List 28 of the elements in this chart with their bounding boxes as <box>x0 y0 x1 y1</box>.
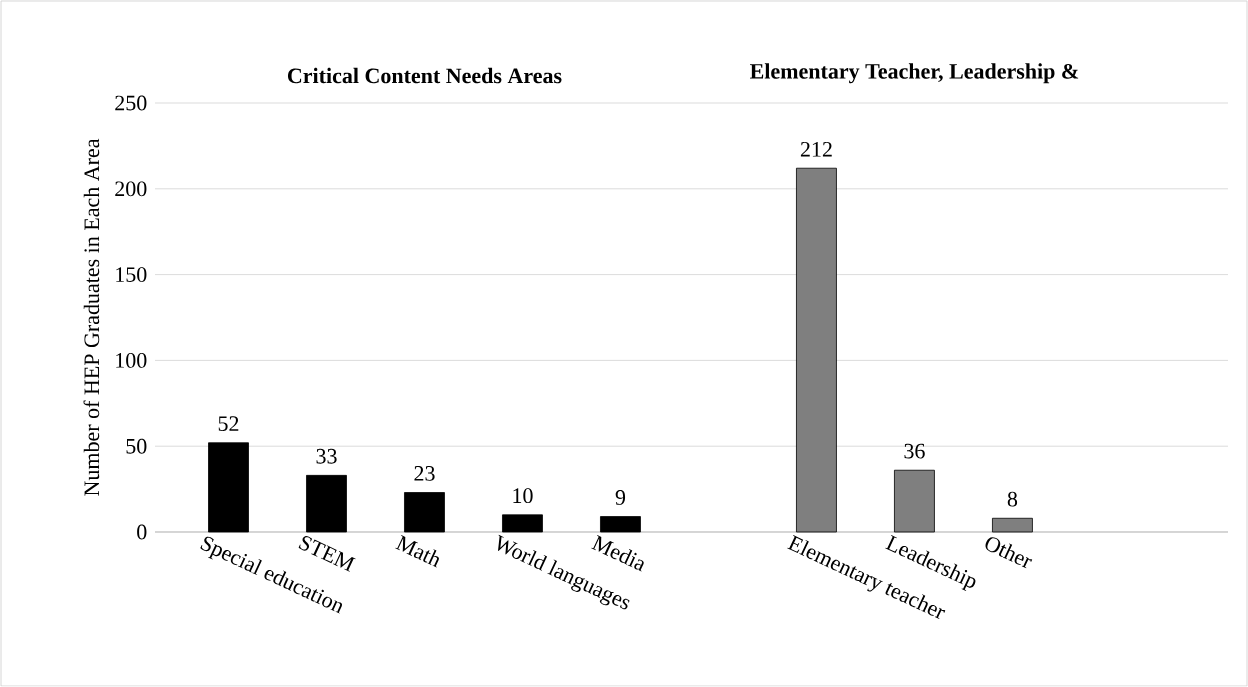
y-tick-label: 100 <box>116 352 147 368</box>
bar <box>208 442 249 533</box>
y-tick-label: 0 <box>137 524 147 540</box>
data-label: 33 <box>316 448 337 464</box>
data-label: 52 <box>218 416 239 432</box>
x-tick-label: Other <box>985 537 1033 569</box>
bar <box>796 167 837 533</box>
bar <box>404 492 445 533</box>
bar <box>502 514 543 533</box>
y-tick-label: 50 <box>126 438 147 454</box>
text: Elementary Teacher, Leadership & <box>750 63 1079 84</box>
text: Critical Content Needs Areas <box>287 67 562 84</box>
data-label: 36 <box>904 443 925 459</box>
bar <box>992 517 1033 533</box>
bar <box>894 469 935 533</box>
data-label: 212 <box>800 141 832 157</box>
bar <box>306 474 347 533</box>
data-label: 9 <box>615 490 626 505</box>
x-tick-label: STEM <box>298 536 356 572</box>
y-tick-label: 150 <box>116 267 147 283</box>
data-label: 10 <box>513 488 533 504</box>
y-tick-label: 200 <box>115 181 147 197</box>
y-axis-title: Number of HEP Graduates in Each Area <box>83 138 100 496</box>
data-label: 23 <box>414 466 435 481</box>
y-tick-label: 250 <box>115 95 147 111</box>
data-label: 8 <box>1007 491 1018 507</box>
bar <box>600 516 641 533</box>
x-tick-label: Math <box>395 535 439 568</box>
